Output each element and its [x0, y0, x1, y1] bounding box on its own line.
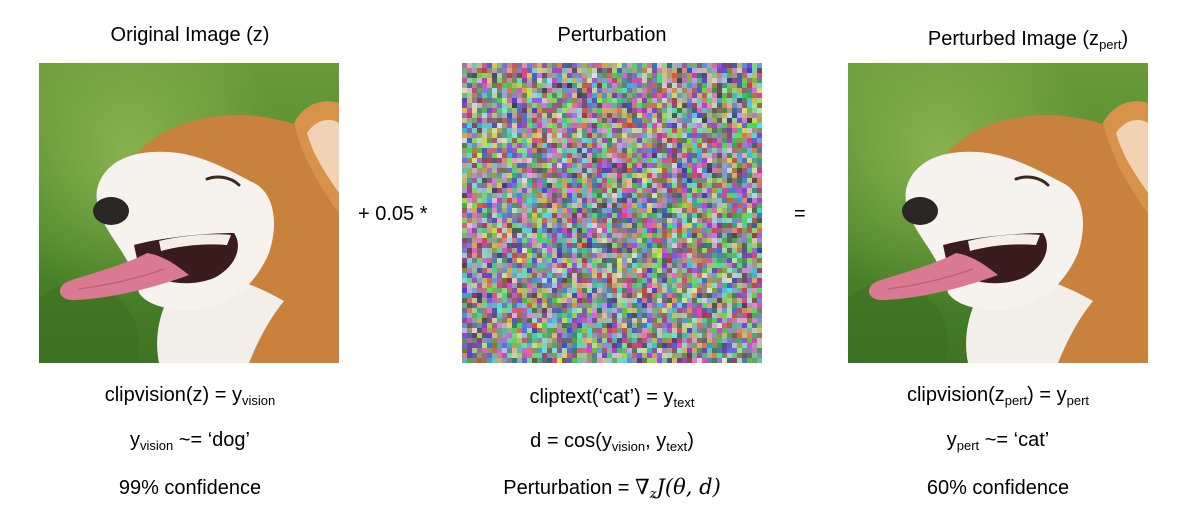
subscript: pert [1066, 393, 1090, 408]
equation-text: ) = y [1027, 384, 1067, 406]
title-text: ) [1121, 28, 1129, 50]
equation-text: ) [687, 430, 694, 452]
equation-text: clipvision(z) = y [104, 384, 242, 406]
plus-scale-operator: + 0.05 * [358, 203, 428, 225]
subscript: pert [1099, 37, 1122, 52]
equation-text: clipvision(z [906, 384, 1005, 406]
perturbation-title: Perturbation [557, 24, 667, 46]
equation-text: Perturbation = [503, 477, 635, 499]
nabla-symbol: ∇ [634, 475, 650, 499]
equation-text: d = cos(y [530, 430, 612, 452]
equation-text: , y [645, 430, 667, 452]
subscript: text [666, 439, 688, 454]
title-text: Perturbed Image (z [927, 28, 1100, 50]
noise-pixels [462, 63, 762, 363]
equals-operator: = [794, 203, 806, 225]
clipvision-original-equation: clipvision(z) = yvision [40, 384, 340, 407]
vision-label-prediction: yvision ~= ‘dog’ [40, 429, 340, 452]
subscript: text [673, 395, 695, 410]
gradient-expression: ∇zJ(θ, d) [634, 475, 721, 502]
original-confidence: 99% confidence [118, 477, 262, 499]
equation-text: ~= ‘dog’ [173, 429, 250, 451]
subscript: pert [1004, 393, 1028, 408]
subscript: z [649, 487, 657, 502]
subscript: vision [611, 439, 646, 454]
equation-text: y [130, 429, 140, 451]
equation-text: J(θ, d) [656, 475, 721, 499]
clipvision-perturbed-equation: clipvision(zpert) = ypert [848, 384, 1148, 407]
subscript: pert [956, 438, 980, 453]
perturbed-corgi-image [848, 63, 1148, 363]
original-corgi-image [39, 63, 339, 363]
equation-text: y [946, 429, 957, 451]
original-image-title: Original Image (z) [110, 24, 270, 46]
perturbed-confidence: 60% confidence [926, 477, 1070, 499]
noise-perturbation-image [462, 63, 762, 363]
perturbation-gradient-equation: Perturbation = ∇zJ(θ, d) [452, 475, 772, 502]
perturbed-image-title: Perturbed Image (zpert) [878, 28, 1178, 51]
equation-text: ~= ‘cat’ [979, 429, 1050, 451]
cosine-distance-equation: d = cos(yvision, ytext) [462, 430, 762, 453]
subscript: vision [140, 438, 174, 453]
equation-text: cliptext(‘cat’) = y [529, 386, 674, 408]
perturbed-label-prediction: ypert ~= ‘cat’ [848, 429, 1148, 452]
cliptext-equation: cliptext(‘cat’) = ytext [462, 386, 762, 409]
subscript: vision [242, 393, 276, 408]
